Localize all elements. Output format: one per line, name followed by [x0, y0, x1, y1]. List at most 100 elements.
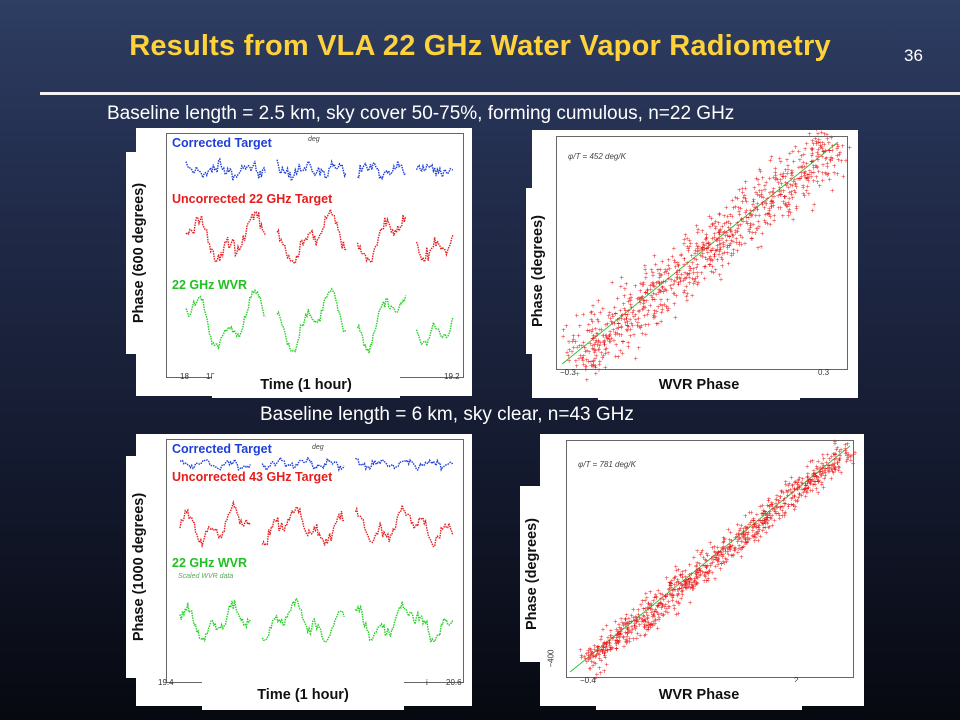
- scatter-point: +: [801, 159, 806, 166]
- scatter-point: +: [709, 248, 714, 255]
- scatter-point: +: [689, 253, 694, 260]
- scatter-point: +: [737, 208, 742, 215]
- scatter-point: +: [815, 153, 820, 160]
- scatter-point: +: [799, 164, 804, 171]
- scatter-point: +: [659, 297, 664, 304]
- scatter-point: +: [847, 144, 852, 151]
- scatter-point: +: [585, 327, 590, 334]
- scatter-point: +: [673, 264, 678, 271]
- scatter-point: +: [641, 306, 646, 313]
- scatter-point: +: [592, 312, 597, 319]
- y-axis-label-top-left: Phase (600 degrees): [126, 152, 152, 354]
- scatter-point: +: [772, 218, 777, 225]
- scatter-point: +: [704, 235, 709, 242]
- scatter-point: +: [811, 158, 816, 165]
- scatter-point: +: [744, 219, 749, 226]
- scatter-point: +: [643, 322, 648, 329]
- scatter-point: +: [584, 363, 589, 370]
- uncorrected-target-label: Uncorrected 43 GHz Target: [172, 470, 333, 484]
- scatter-point: +: [708, 253, 713, 260]
- scatter-point: +: [787, 196, 792, 203]
- scatter-point: +: [656, 290, 661, 297]
- scatter-point: +: [669, 592, 674, 599]
- scatter-point: +: [574, 363, 579, 370]
- scatter-point: +: [625, 328, 630, 335]
- scatter-point: +: [654, 595, 659, 602]
- scatter-point: +: [812, 472, 817, 479]
- scatter-point: +: [748, 223, 753, 230]
- scatter-point: +: [827, 468, 832, 475]
- scatter-point: +: [733, 544, 738, 551]
- scatter-point: +: [619, 631, 624, 638]
- scatter-point: +: [834, 446, 839, 453]
- scatter-point: +: [601, 353, 606, 360]
- scatter-point: +: [780, 513, 785, 520]
- scatter-point: +: [618, 627, 623, 634]
- scatter-point: +: [703, 255, 708, 262]
- scatter-point: +: [645, 612, 650, 619]
- scatter-point: +: [619, 325, 624, 332]
- scatter-point: +: [778, 505, 783, 512]
- scatter-point: +: [594, 353, 599, 360]
- scatter-point: +: [729, 229, 734, 236]
- scatter-point: +: [603, 347, 608, 354]
- scatter-point: +: [669, 578, 674, 585]
- scatter-point: +: [601, 339, 606, 346]
- scatter-point: +: [643, 632, 648, 639]
- scatter-point: +: [673, 574, 678, 581]
- scatter-point: +: [645, 627, 650, 634]
- scatter-point: +: [644, 271, 649, 278]
- scatter-point: +: [768, 222, 773, 229]
- scatter-point: +: [676, 611, 681, 618]
- scatter-point: +: [785, 157, 790, 164]
- scatter-point: +: [759, 194, 764, 201]
- scatter-point: +: [676, 587, 681, 594]
- scatter-point: +: [722, 213, 727, 220]
- x-axis-label-bottom-right: WVR Phase: [596, 682, 802, 710]
- scatter-point: +: [601, 644, 606, 651]
- scatter-point: +: [695, 262, 700, 269]
- scatter-point: +: [588, 647, 593, 654]
- scatter-point: +: [706, 239, 711, 246]
- scatter-point: +: [790, 170, 795, 177]
- scatter-point: +: [646, 322, 651, 329]
- scatter-point: +: [588, 341, 593, 348]
- scatter-point: +: [790, 149, 795, 156]
- scatter-point: +: [636, 345, 641, 352]
- scatter-point: +: [624, 639, 629, 646]
- scatter-point: +: [704, 564, 709, 571]
- scatter-point: +: [710, 222, 715, 229]
- scatter-point: +: [811, 472, 816, 479]
- scatter-point: +: [713, 224, 718, 231]
- scatter-point: +: [813, 479, 818, 486]
- scatter-point: +: [767, 511, 772, 518]
- scatter-point: +: [740, 545, 745, 552]
- scatter-point: +: [707, 256, 712, 263]
- scatter-point: +: [804, 175, 809, 182]
- scatter-point: +: [679, 589, 684, 596]
- scatter-point: +: [642, 622, 647, 629]
- scatter-point: +: [659, 272, 664, 279]
- scatter-point: +: [691, 586, 696, 593]
- scatter-point: +: [743, 540, 748, 547]
- scatter-point: +: [685, 577, 690, 584]
- scatter-point: +: [786, 504, 791, 511]
- scatter-point: +: [616, 321, 621, 328]
- scatter-point: +: [631, 314, 636, 321]
- slope-annotation: φ/T = 781 deg/K: [578, 460, 636, 469]
- scatter-point: +: [763, 187, 768, 194]
- scatter-point: +: [737, 239, 742, 246]
- scatter-point: +: [829, 466, 834, 473]
- scatter-point: +: [800, 164, 805, 171]
- scatter-point: +: [667, 583, 672, 590]
- scatter-point: +: [814, 473, 819, 480]
- scatter-point: +: [631, 615, 636, 622]
- scatter-point: +: [681, 278, 686, 285]
- scatter-point: +: [643, 619, 648, 626]
- scatter-point: +: [629, 612, 634, 619]
- scatter-point: +: [677, 585, 682, 592]
- trace-line: [180, 456, 454, 473]
- scatter-point: +: [641, 280, 646, 287]
- scatter-point: +: [695, 249, 700, 256]
- scatter-point: +: [673, 564, 678, 571]
